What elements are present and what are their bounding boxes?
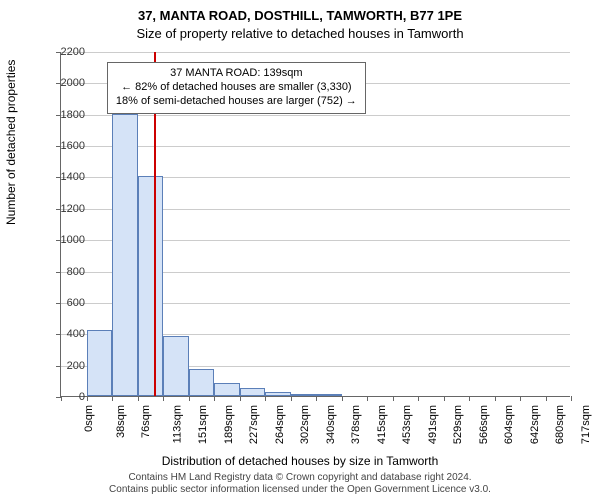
xtick: [291, 396, 292, 401]
ytick-label: 1200: [61, 203, 85, 215]
histogram-bar: [265, 392, 291, 396]
annotation-line: 37 MANTA ROAD: 139sqm: [116, 67, 357, 81]
xtick: [265, 396, 266, 401]
annotation-box: 37 MANTA ROAD: 139sqm← 82% of detached h…: [107, 62, 366, 113]
x-axis-label: Distribution of detached houses by size …: [0, 454, 600, 468]
xtick-label: 604sqm: [503, 405, 515, 444]
annotation-line: 18% of semi-detached houses are larger (…: [116, 95, 357, 109]
xtick-label: 113sqm: [171, 405, 183, 443]
xtick-label: 189sqm: [223, 405, 235, 444]
xtick-label: 566sqm: [478, 405, 490, 444]
chart-title: 37, MANTA ROAD, DOSTHILL, TAMWORTH, B77 …: [0, 0, 600, 24]
xtick: [367, 396, 368, 401]
annotation-line: ← 82% of detached houses are smaller (3,…: [116, 81, 357, 95]
ytick-label: 400: [67, 328, 85, 340]
histogram-bar: [316, 394, 342, 396]
footer-line-2: Contains public sector information licen…: [0, 484, 600, 496]
xtick-label: 491sqm: [427, 405, 439, 444]
xtick-label: 529sqm: [452, 405, 464, 444]
ytick-label: 1000: [61, 234, 85, 246]
xtick-label: 642sqm: [529, 405, 541, 444]
ytick-label: 0: [79, 391, 85, 403]
xtick: [469, 396, 470, 401]
xtick-label: 680sqm: [554, 405, 566, 444]
ytick: [56, 334, 61, 335]
histogram-bar: [240, 388, 266, 396]
xtick: [571, 396, 572, 401]
xtick: [138, 396, 139, 401]
histogram-bar: [291, 394, 317, 396]
y-axis-label: Number of detached properties: [4, 60, 18, 225]
xtick-label: 717sqm: [580, 405, 592, 444]
xtick-label: 264sqm: [274, 405, 286, 444]
xtick: [546, 396, 547, 401]
histogram-bar: [163, 336, 189, 396]
xtick: [495, 396, 496, 401]
xtick: [444, 396, 445, 401]
histogram-bar: [214, 383, 240, 396]
xtick: [87, 396, 88, 401]
ytick-label: 1400: [61, 171, 85, 183]
ytick-label: 2000: [61, 77, 85, 89]
xtick-label: 340sqm: [325, 405, 337, 444]
ytick-label: 2200: [61, 46, 85, 58]
xtick: [189, 396, 190, 401]
chart-footer: Contains HM Land Registry data © Crown c…: [0, 472, 600, 496]
ytick-label: 200: [67, 360, 85, 372]
histogram-bar: [189, 369, 215, 396]
histogram-bar: [112, 114, 138, 396]
xtick-label: 38sqm: [115, 405, 127, 438]
ytick: [56, 303, 61, 304]
ytick: [56, 366, 61, 367]
xtick: [214, 396, 215, 401]
xtick: [61, 396, 62, 401]
histogram-bar: [87, 330, 113, 396]
ytick-label: 800: [67, 266, 85, 278]
xtick: [342, 396, 343, 401]
chart-subtitle: Size of property relative to detached ho…: [0, 24, 600, 41]
xtick-label: 227sqm: [248, 405, 260, 444]
xtick-label: 0sqm: [83, 405, 95, 432]
xtick-label: 378sqm: [350, 405, 362, 444]
xtick-label: 415sqm: [376, 405, 388, 444]
xtick-label: 302sqm: [299, 405, 311, 444]
xtick-label: 453sqm: [401, 405, 413, 444]
footer-line-1: Contains HM Land Registry data © Crown c…: [0, 472, 600, 484]
ytick-label: 1800: [61, 109, 85, 121]
ytick: [56, 272, 61, 273]
xtick: [520, 396, 521, 401]
chart-plot-area: 37 MANTA ROAD: 139sqm← 82% of detached h…: [60, 52, 570, 397]
xtick: [163, 396, 164, 401]
xtick: [112, 396, 113, 401]
xtick: [393, 396, 394, 401]
ytick-label: 1600: [61, 140, 85, 152]
histogram-bar: [138, 176, 164, 396]
xtick: [418, 396, 419, 401]
xtick-label: 76sqm: [140, 405, 152, 438]
xtick-label: 151sqm: [197, 405, 209, 444]
xtick: [240, 396, 241, 401]
ytick-label: 600: [67, 297, 85, 309]
gridline-h: [61, 52, 570, 53]
xtick: [316, 396, 317, 401]
